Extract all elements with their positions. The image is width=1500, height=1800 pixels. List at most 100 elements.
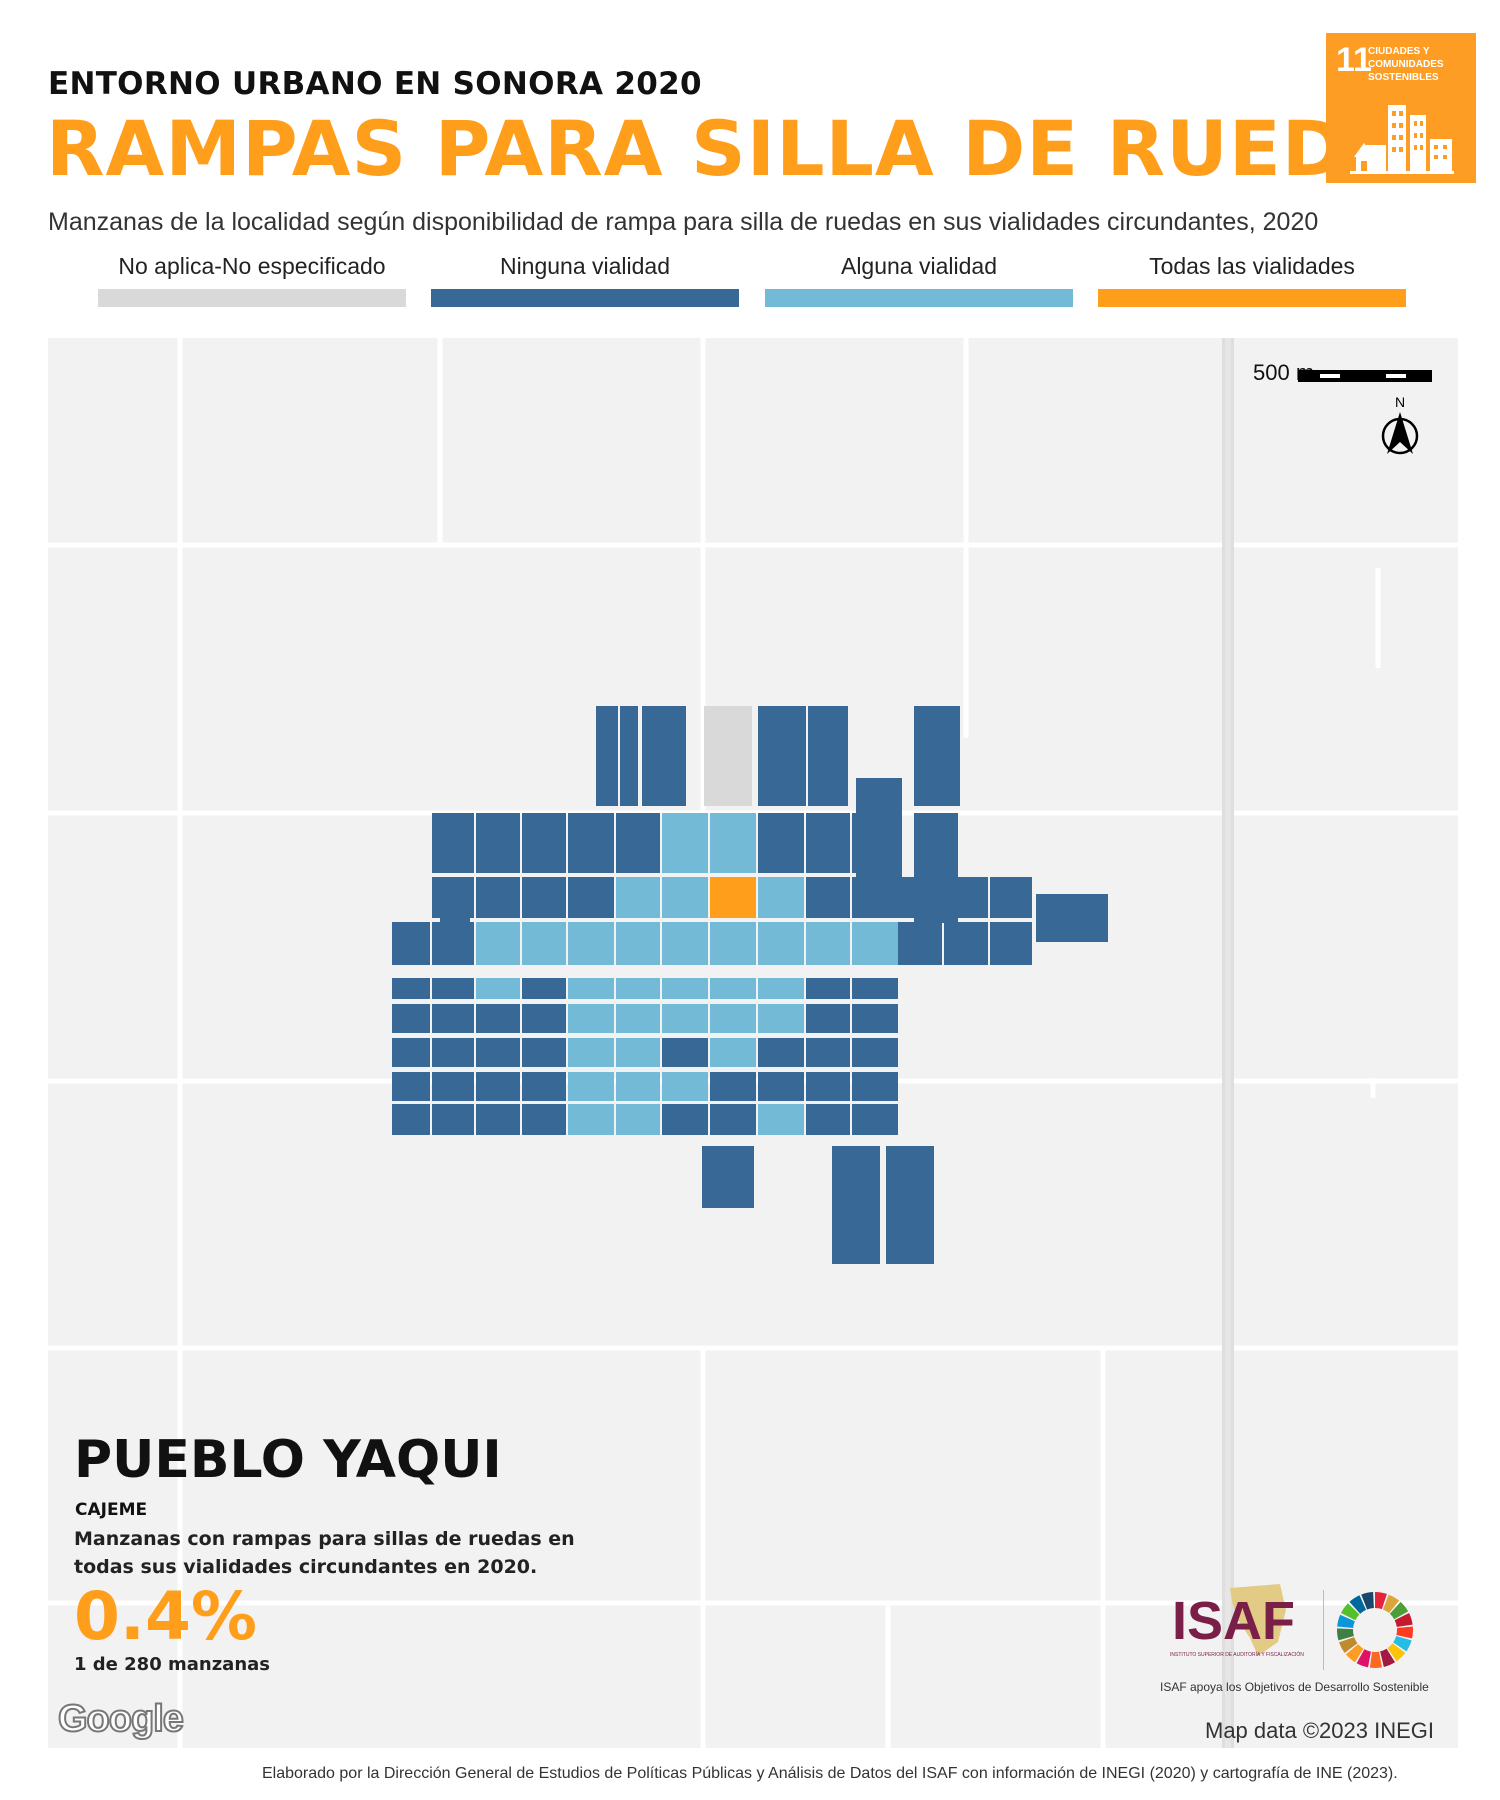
city-block [806,813,850,873]
legend-label: No aplica-No especificado [118,253,386,279]
isaf-logo: ISAF INSTITUTO SUPERIOR DE AUDITORÍA Y F… [1160,1580,1310,1670]
legend-swatch [98,289,406,307]
city-block [710,1104,756,1135]
scale-bar-graphic [1298,370,1432,382]
sdg-wheel-segment [1389,1601,1409,1620]
city-block [522,922,566,965]
city-block [568,1072,614,1101]
isaf-fullname: INSTITUTO SUPERIOR DE AUDITORÍA Y FISCAL… [1170,1652,1304,1658]
city-block [852,877,898,918]
city-block [616,1004,660,1033]
map-subtitle: Manzanas de la localidad según disponibi… [48,208,1319,236]
city-block [852,922,898,965]
city-block [568,1104,614,1135]
city-block [852,1004,898,1033]
city-block [758,1072,804,1101]
stat-count: 1 de 280 manzanas [74,1654,271,1675]
city-block [832,1146,880,1264]
city-block [852,1038,898,1067]
city-block [432,1004,474,1033]
city-block [596,706,618,806]
city-block [392,1004,430,1033]
city-block [616,1072,660,1101]
city-block [806,978,850,999]
city-icon [1350,105,1454,174]
stat-percent: 0.4% [74,1578,258,1655]
sdg-wheel-segment [1394,1613,1413,1627]
city-block [616,877,660,918]
sdg-wheel-segment [1361,1592,1374,1610]
sdg-wheel-segment [1340,1603,1360,1621]
city-block [568,877,614,918]
city-block [616,922,660,965]
city-block [806,922,850,965]
legend-label: Todas las vialidades [1149,253,1355,279]
sdg-wheel-segment [1339,1637,1358,1653]
city-block [522,877,566,918]
city-block [758,706,806,806]
municipio-name: CAJEME [75,1500,148,1520]
city-block [476,1104,520,1135]
city-block [806,877,850,918]
sdg-11-badge: 11 CIUDADES Y COMUNIDADES SOSTENIBLES [1326,33,1476,183]
logo-divider [1323,1590,1324,1670]
road-network [48,338,1458,1748]
city-block [662,1072,708,1101]
city-block [662,1038,708,1067]
map-panel[interactable]: 500 m N PUEBLO YAQUI CAJEME Manzanas con… [48,338,1458,1748]
city-block [710,922,756,965]
city-block [898,922,942,965]
stat-description: Manzanas con rampas para sillas de rueda… [74,1528,575,1578]
city-block [476,1072,520,1101]
sdg-wheel-segment [1345,1644,1364,1663]
legend-item-no-aplica: No aplica-No especificado [98,253,406,307]
city-block [702,1146,754,1208]
sdg-wheel-segment [1337,1614,1355,1628]
google-logo: Google [57,1697,185,1741]
city-block [432,1104,474,1135]
city-block [476,877,520,918]
city-block [432,1072,474,1101]
city-block [432,813,474,873]
city-block [662,978,708,999]
city-block [710,1038,756,1067]
city-block [710,978,756,999]
city-block [808,706,848,806]
city-block [758,1038,804,1067]
sdg-wheel-segment [1387,1643,1406,1662]
city-block [476,922,520,965]
city-block [392,1072,430,1101]
legend-item-todas: Todas las vialidades [1098,253,1406,307]
city-block [620,706,638,806]
city-block [710,877,756,918]
city-block [852,1104,898,1135]
footer-credit: Elaborado por la Dirección General de Es… [262,1765,1398,1782]
city-block [990,877,1032,918]
city-block [568,922,614,965]
city-block [522,1072,566,1101]
city-block [522,1038,566,1067]
place-name: PUEBLO YAQUI [74,1430,502,1490]
city-block [758,877,804,918]
sdg-wheel-segment [1382,1594,1400,1614]
legend-label: Ninguna vialidad [499,253,671,279]
north-arrow-icon: N [1381,394,1419,455]
city-block [662,1004,708,1033]
city-block [476,1038,520,1067]
city-block [758,1104,804,1135]
city-block [710,1004,756,1033]
city-block [476,978,520,999]
city-block [914,706,960,806]
city-block [758,978,804,999]
city-block [476,1004,520,1033]
city-block [522,1004,566,1033]
city-block [440,883,470,935]
sdg-number: 11 [1336,41,1372,79]
north-label: N [1395,394,1405,410]
city-block [1036,894,1108,942]
city-block [568,813,614,873]
legend-label: Alguna vialidad [840,253,997,279]
legend-swatch [765,289,1073,307]
city-block [710,1072,756,1101]
city-block [392,978,430,999]
